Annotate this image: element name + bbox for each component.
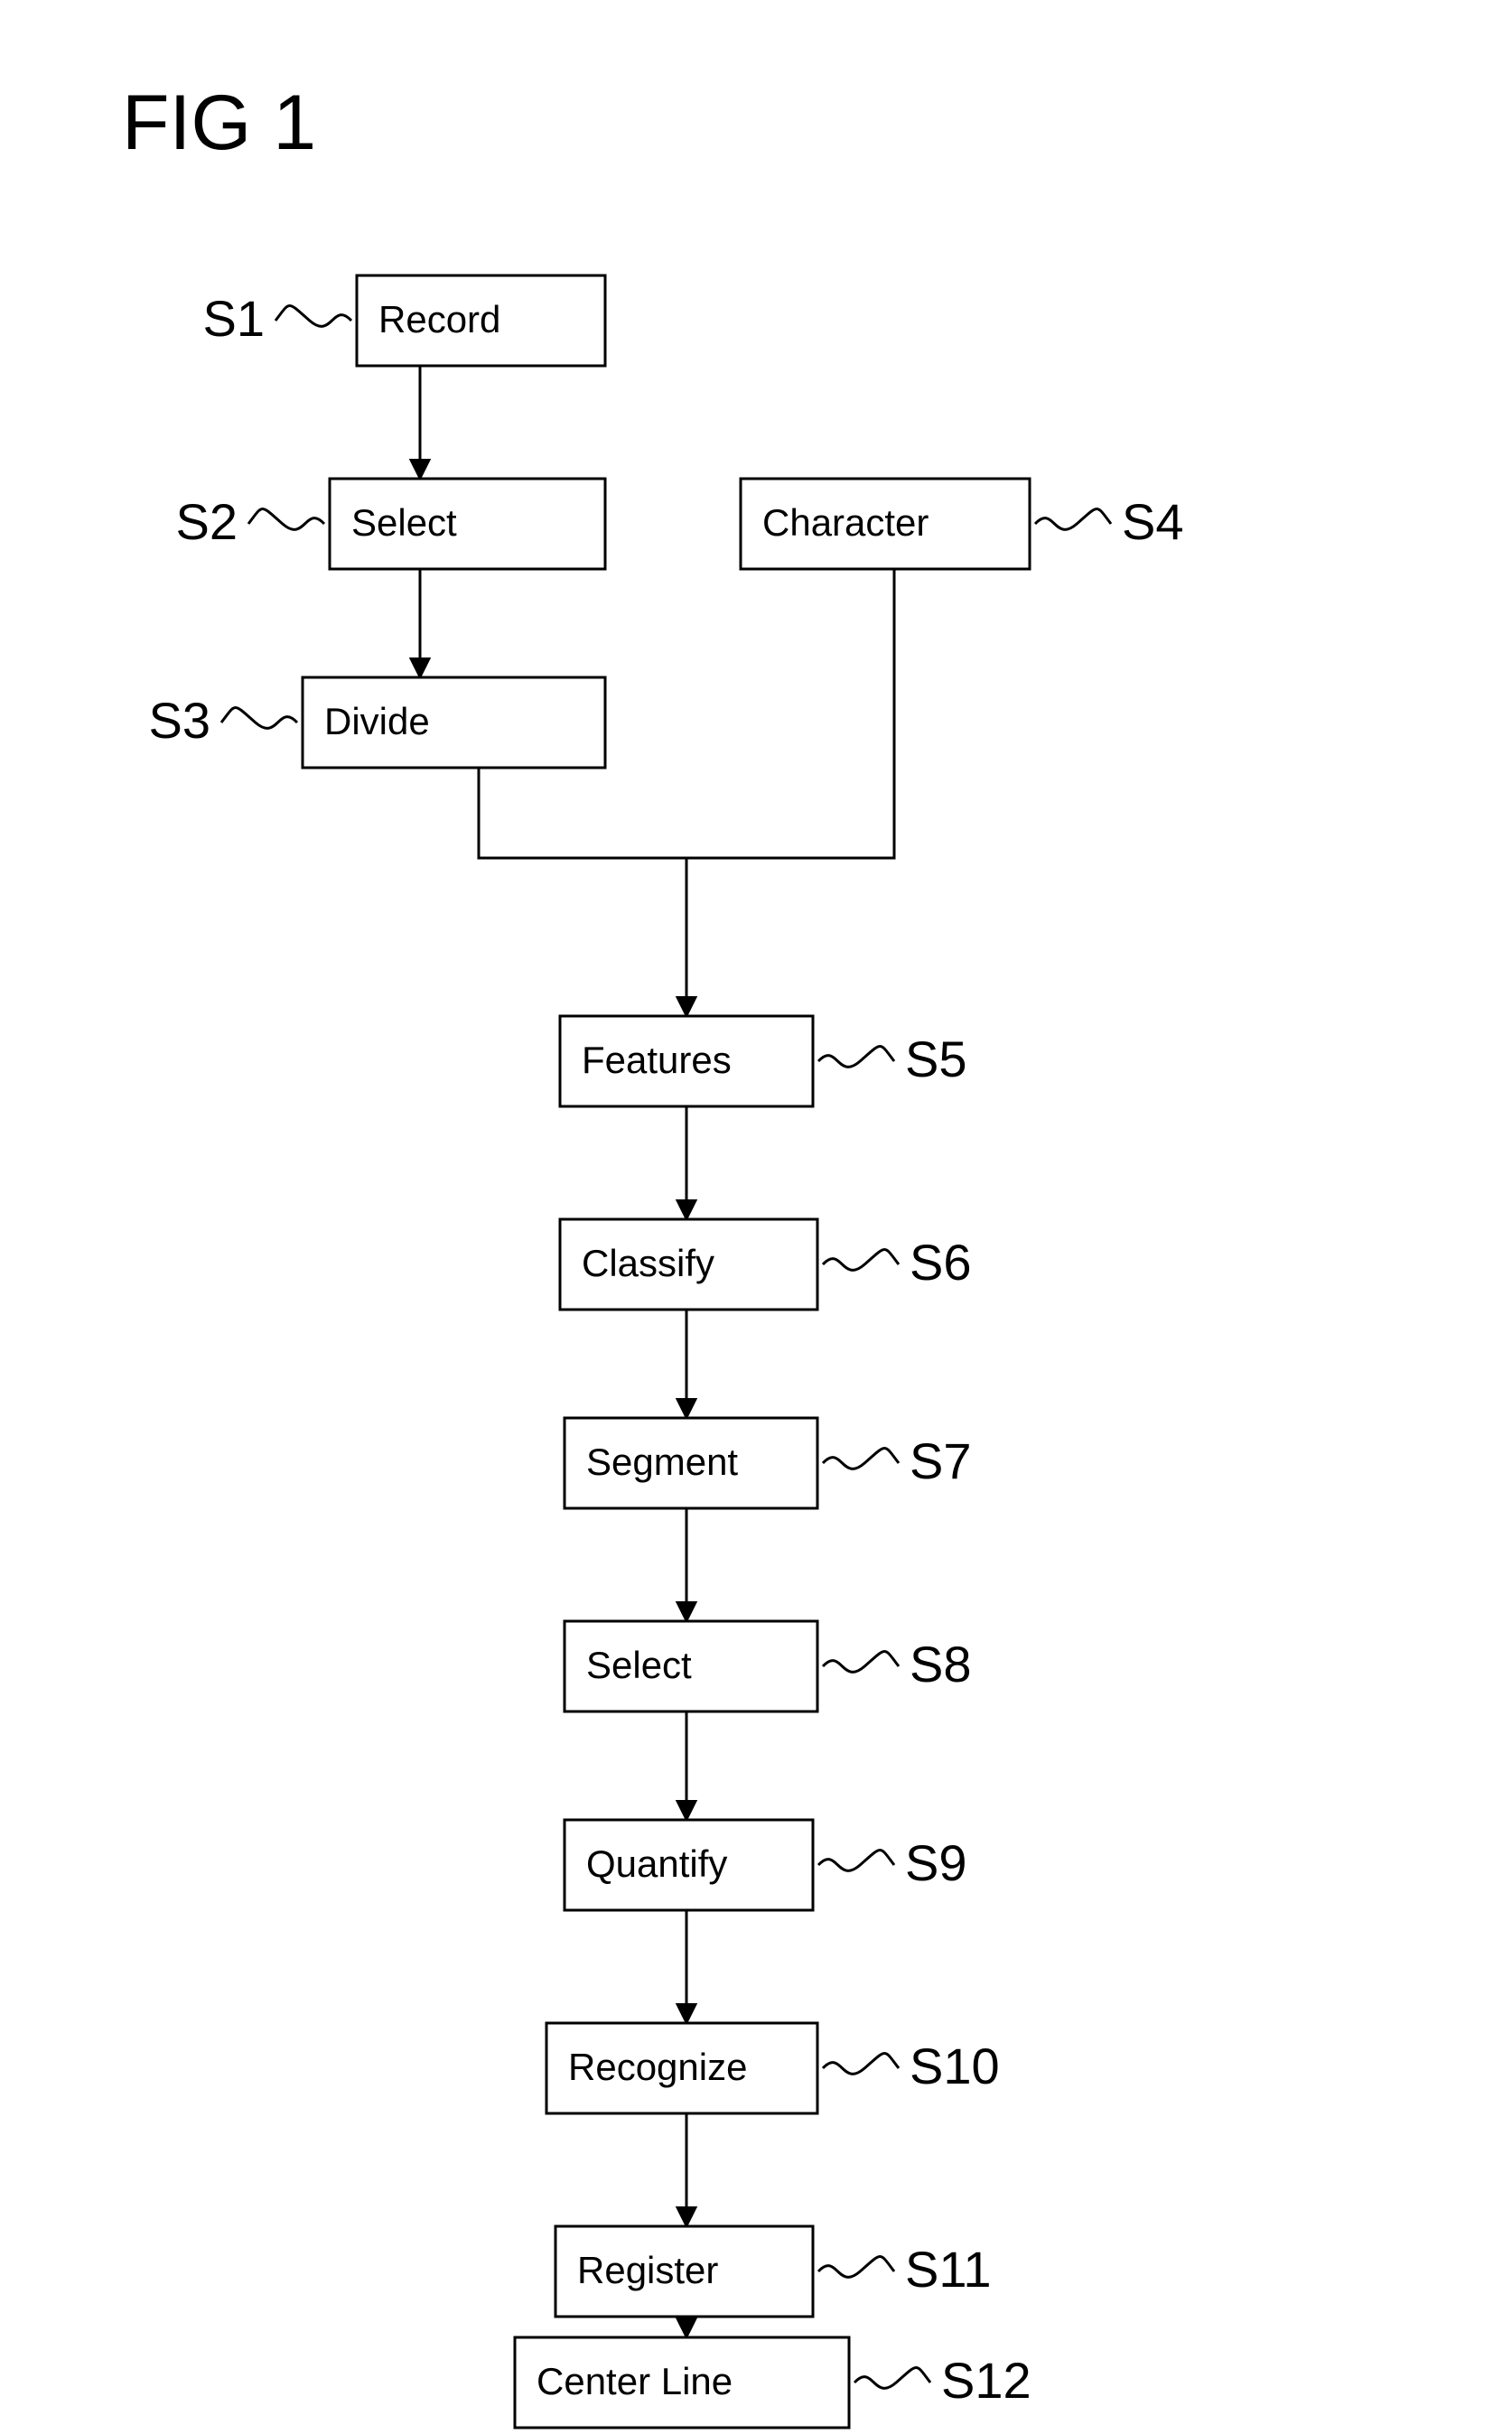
node-label: Select [351,501,457,544]
figure-title: FIG 1 [122,79,316,166]
flow-edge [686,569,894,858]
step-label: S1 [203,290,266,347]
step-connector [275,306,351,327]
flow-node-s9: Quantify S9 [565,1820,967,1910]
node-label: Segment [586,1441,738,1483]
node-label: Quantify [586,1842,727,1885]
node-label: Divide [324,700,430,742]
step-connector [221,708,297,729]
flow-node-s11: Register S11 [555,2226,991,2317]
step-label: S11 [905,2241,991,2298]
node-label: Classify [582,1242,714,1284]
flow-node-s6: Classify S6 [560,1219,972,1310]
step-connector [1035,509,1111,530]
step-connector [818,1047,894,1068]
flow-node-s7: Segment S7 [565,1418,972,1508]
node-label: Features [582,1039,732,1081]
step-label: S9 [905,1834,967,1891]
node-label: Register [577,2249,718,2291]
step-connector [818,1851,894,1871]
step-label: S12 [941,2352,1031,2409]
node-label: Recognize [568,2046,747,2088]
flowchart-diagram: FIG 1 Record S1 Select S2 Character S4 Divide S3… [0,0,1512,2434]
node-label: Character [762,501,929,544]
step-connector [823,1652,899,1673]
flow-node-s3: Divide S3 [149,677,606,768]
step-connector [854,2368,930,2389]
step-label: S5 [905,1030,967,1087]
step-label: S3 [149,692,211,749]
flow-node-s4: Character S4 [741,479,1184,569]
step-label: S8 [910,1636,972,1693]
step-connector [823,1250,899,1271]
step-label: S4 [1122,493,1184,550]
flow-node-s10: Recognize S10 [546,2023,1000,2113]
step-connector [248,509,324,530]
step-label: S10 [910,2038,1000,2094]
node-label: Select [586,1644,692,1686]
flow-edge [479,768,686,1016]
node-label: Center Line [537,2360,733,2402]
flow-node-s5: Features S5 [560,1016,967,1106]
node-label: Record [378,298,500,340]
flow-node-s2: Select S2 [176,479,606,569]
step-label: S6 [910,1234,972,1291]
flow-node-s1: Record S1 [203,275,606,366]
step-label: S2 [176,493,238,550]
step-connector [818,2257,894,2278]
step-label: S7 [910,1432,972,1489]
step-connector [823,2054,899,2075]
step-connector [823,1449,899,1469]
flow-node-s8: Select S8 [565,1621,972,1711]
flow-node-s12: Center Line S12 [515,2337,1031,2428]
